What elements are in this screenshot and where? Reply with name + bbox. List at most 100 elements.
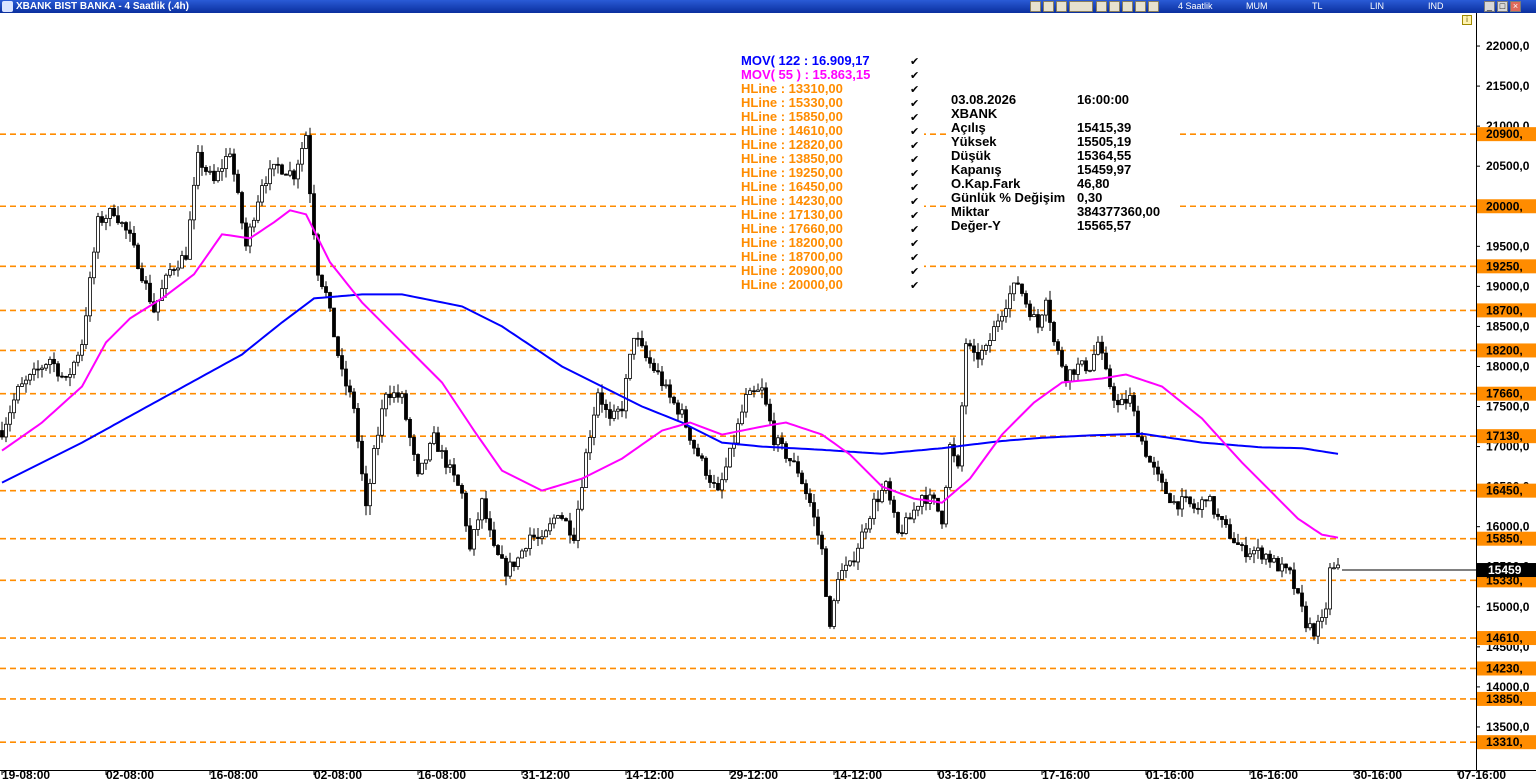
candle-body (92, 251, 96, 279)
candle-body (764, 387, 768, 405)
candle-body (716, 482, 720, 491)
candle-body (1104, 352, 1108, 370)
maximize-button[interactable]: □ (1497, 1, 1508, 12)
candle-body (208, 170, 212, 173)
candle-body (1124, 398, 1128, 404)
candle-body (332, 307, 336, 338)
candle-body (364, 473, 368, 507)
y-tick-label: 18500,0 (1486, 319, 1530, 333)
hline-label: 13850, (1486, 692, 1523, 706)
x-tick-label: 31-12:00 (522, 768, 570, 782)
candle-body (1020, 283, 1024, 294)
candle-body (1004, 308, 1008, 317)
pencil-icon[interactable] (1122, 1, 1133, 12)
candle-body (1040, 314, 1044, 328)
candle-body (940, 510, 944, 525)
info-icon[interactable]: i (1462, 15, 1472, 25)
info-value: 0,30 (1077, 190, 1102, 205)
candle-body (180, 255, 184, 269)
candle-body (1200, 499, 1204, 510)
candle-body (124, 222, 128, 231)
legend-entry: HLine : 19250,00 (741, 165, 843, 180)
candle-body (640, 338, 644, 347)
hline-label: 18200, (1486, 343, 1523, 357)
candle-body (952, 444, 956, 457)
candle-body (348, 385, 352, 393)
x-tick-label: 01-16:00 (1146, 768, 1194, 782)
period-menu[interactable]: 4 Saatlik (1178, 1, 1213, 11)
candle-body (108, 208, 112, 219)
indicator-menu[interactable]: IND (1428, 1, 1444, 11)
candle-body (184, 255, 188, 260)
chart-type-menu[interactable]: MUM (1246, 1, 1268, 11)
candle-body (484, 498, 488, 520)
candle-body (440, 450, 444, 452)
zoom-icon[interactable] (1109, 1, 1120, 12)
grid-icon[interactable] (1030, 1, 1041, 12)
trendline-icon[interactable] (1135, 1, 1146, 12)
x-tick-label: 14-12:00 (834, 768, 882, 782)
candle-body (420, 462, 424, 475)
candle-body (48, 358, 52, 366)
candle-body (500, 554, 504, 559)
candle-body (620, 408, 624, 412)
candle-body (172, 269, 176, 271)
candle-body (676, 402, 680, 415)
info-label: Düşük (951, 148, 992, 163)
candle-body (256, 201, 260, 221)
candle-body (236, 173, 240, 193)
scale-menu[interactable]: LIN (1370, 1, 1385, 11)
candle-body (840, 570, 844, 580)
legend-check-icon: ✔ (910, 97, 919, 110)
settings-box-icon[interactable] (1069, 1, 1093, 12)
x-tick-label: 03-16:00 (938, 768, 986, 782)
candle-body (896, 512, 900, 534)
chart-icon[interactable] (1043, 1, 1054, 12)
candle-body (972, 345, 976, 353)
copy-icon[interactable] (1096, 1, 1107, 12)
candle-body (1288, 567, 1292, 571)
legend-entry: HLine : 12820,00 (741, 137, 843, 152)
signal-icon[interactable] (1148, 1, 1159, 12)
minimize-button[interactable]: _ (1484, 1, 1495, 12)
x-tick-label: 30-16:00 (1354, 768, 1402, 782)
candle-body (120, 222, 124, 224)
candle-body (1324, 608, 1328, 618)
candle-body (720, 479, 724, 491)
candle-body (772, 420, 776, 446)
candle-body (264, 183, 268, 187)
candle-body (52, 358, 56, 365)
candle-body (336, 336, 340, 356)
candle-body (1232, 538, 1236, 544)
candle-body (520, 550, 524, 559)
candle-body (1084, 360, 1088, 372)
candle-body (1284, 563, 1288, 569)
currency-menu[interactable]: TL (1312, 1, 1323, 11)
candle-body (836, 578, 840, 602)
candle-body (444, 450, 448, 468)
candle-body (712, 482, 716, 484)
calendar-icon[interactable] (1056, 1, 1067, 12)
candle-body (900, 532, 904, 535)
candle-body (1160, 473, 1164, 483)
candle-body (352, 391, 356, 409)
hline-label-box (1477, 483, 1536, 498)
y-tick-label: 13500,0 (1486, 720, 1530, 734)
candle-body (532, 534, 536, 538)
hline-label-box (1477, 127, 1536, 142)
candle-body (632, 337, 636, 355)
candle-body (816, 516, 820, 536)
candle-body (1276, 557, 1280, 572)
candle-body (948, 444, 952, 488)
close-button[interactable]: × (1510, 1, 1521, 12)
price-chart[interactable]: 13500,014000,014500,015000,015500,016000… (0, 13, 1536, 783)
candle-body (244, 222, 248, 247)
legend-check-icon: ✔ (910, 69, 919, 82)
candle-body (892, 499, 896, 513)
candle-body (1240, 544, 1244, 546)
candle-body (72, 361, 76, 375)
candle-body (128, 229, 132, 234)
candle-body (1088, 369, 1092, 372)
info-value: 15505,19 (1077, 134, 1131, 149)
candle-body (600, 392, 604, 405)
